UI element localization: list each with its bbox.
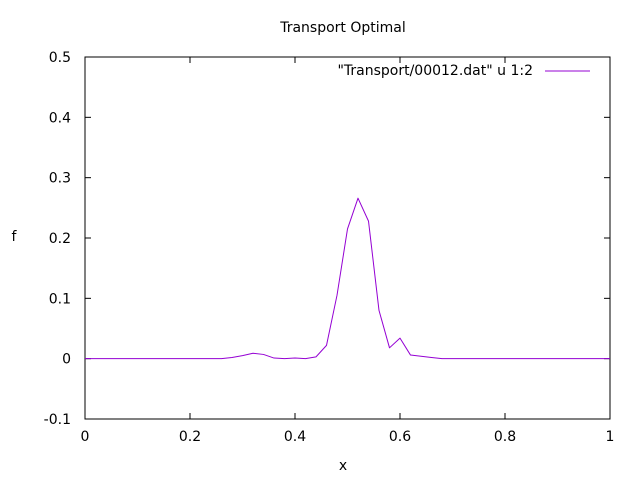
y-tick-label: 0.2 — [49, 231, 71, 247]
y-tick-label: 0 — [62, 352, 71, 368]
x-axis-label: x — [339, 458, 347, 474]
y-tick-label: -0.1 — [44, 412, 71, 428]
x-tick-label: 1 — [606, 429, 615, 445]
chart-title: Transport Optimal — [279, 20, 406, 36]
legend: "Transport/00012.dat" u 1:2 — [337, 63, 590, 79]
y-tick-label: 0.5 — [49, 50, 71, 66]
x-tick-label: 0.8 — [494, 429, 516, 445]
x-tick-label: 0.2 — [179, 429, 201, 445]
x-tick-label: 0.6 — [389, 429, 411, 445]
y-tick-label: 0.3 — [49, 171, 71, 187]
y-tick-label: 0.4 — [49, 110, 71, 126]
legend-label: "Transport/00012.dat" u 1:2 — [337, 63, 533, 79]
y-axis-label: f — [12, 229, 18, 245]
axis-ticks: 0 0.2 0.4 0.6 0.8 1 -0.1 0 0.1 0.2 0.3 0.4 0.5 — [44, 50, 615, 445]
x-tick-label: 0.4 — [284, 429, 306, 445]
y-tick-label: 0.1 — [49, 291, 71, 307]
x-tick-label: 0 — [81, 429, 90, 445]
series-layer — [85, 197, 610, 360]
plot-frame — [84, 56, 611, 420]
series-line-0 — [85, 197, 610, 360]
